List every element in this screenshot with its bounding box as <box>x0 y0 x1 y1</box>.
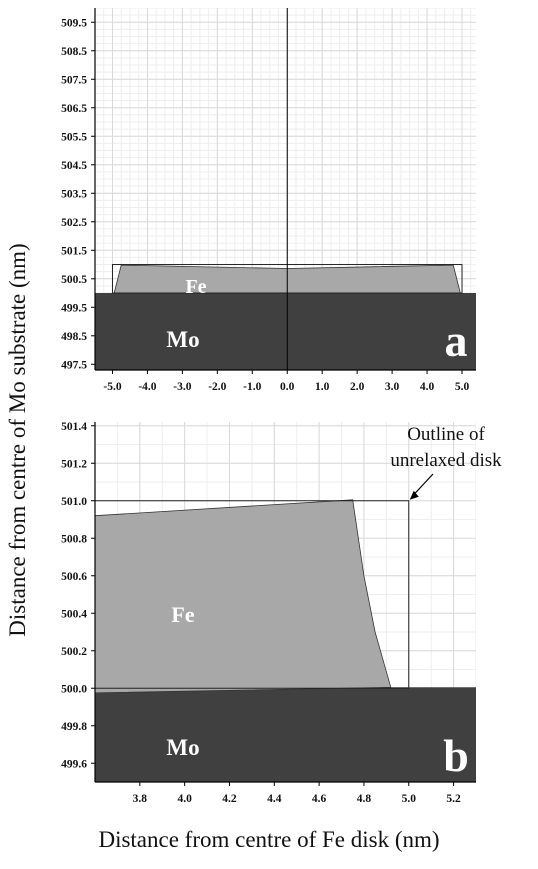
y-tick-label: 501.0 <box>61 496 87 508</box>
fe-region-label: Fe <box>171 602 194 627</box>
y-tick-label: 500.8 <box>61 533 87 545</box>
x-tick-label: 5.0 <box>402 793 417 805</box>
x-tick-label: -3.0 <box>173 381 191 393</box>
y-tick-label: 506.5 <box>61 103 87 115</box>
x-tick-label: -1.0 <box>243 381 261 393</box>
x-tick-label: 4.8 <box>357 793 372 805</box>
y-tick-label: 498.5 <box>61 331 87 343</box>
y-tick-label: 500.0 <box>61 683 87 695</box>
y-tick-label: 502.5 <box>61 217 87 229</box>
x-tick-label: 5.0 <box>455 381 470 393</box>
mo-region-label: Mo <box>166 327 199 352</box>
y-tick-label: 501.2 <box>61 458 87 470</box>
region-mo <box>95 687 476 782</box>
y-tick-label: 507.5 <box>61 74 87 86</box>
x-tick-label: 4.0 <box>177 793 192 805</box>
y-tick-label: 499.8 <box>61 721 87 733</box>
regions <box>95 499 476 782</box>
mo-region-label: Mo <box>166 735 199 760</box>
y-tick-label: 501.5 <box>61 245 87 257</box>
annotation-arrow-line <box>412 473 434 497</box>
x-tick-label: -2.0 <box>208 381 226 393</box>
annotation-arrow-head <box>409 490 419 500</box>
annotation-line-2: unrelaxed disk <box>390 450 502 471</box>
y-tick-label: 500.4 <box>61 608 87 620</box>
y-tick-label: 500.2 <box>61 646 87 658</box>
panel-b-chart: 3.8 4.0 4.2 4.4 4.6 4.8 5.0 5.2 499.6 499.8 500.0 5… <box>61 421 502 805</box>
region-mo <box>95 293 476 370</box>
annotation-line-1: Outline of <box>407 424 485 445</box>
y-tick-label: 497.5 <box>61 359 87 371</box>
y-tick-label: 499.5 <box>61 302 87 314</box>
x-tick-label: 4.2 <box>222 793 237 805</box>
x-tick-label: 4.4 <box>267 793 282 805</box>
y-tick-label: 500.5 <box>61 274 87 286</box>
x-axis-label: Distance from centre of Fe disk (nm) <box>98 827 439 852</box>
x-tick-label: -5.0 <box>103 381 121 393</box>
x-tick-label: 3.0 <box>385 381 400 393</box>
unrelaxed-disk-outline <box>95 500 410 689</box>
x-tick-label: 3.8 <box>133 793 148 805</box>
regions <box>95 8 476 370</box>
x-tick-label: 4.0 <box>420 381 435 393</box>
x-tick-label: 5.2 <box>446 793 461 805</box>
panel-letter: a <box>445 315 468 366</box>
x-tick-label: -4.0 <box>138 381 156 393</box>
y-axis-label: Distance from centre of Mo substrate (nm… <box>5 243 30 636</box>
y-tick-label: 505.5 <box>61 131 87 143</box>
x-tick-label: 1.0 <box>315 381 330 393</box>
y-tick-label: 500.6 <box>61 571 87 583</box>
y-tick-label: 504.5 <box>61 160 87 172</box>
y-tick-label: 508.5 <box>61 46 87 58</box>
fe-region-label: Fe <box>185 276 206 298</box>
y-tick-label: 509.5 <box>61 17 87 29</box>
region-fe <box>95 499 392 694</box>
x-tick-label: 0.0 <box>280 381 295 393</box>
panel-letter: b <box>443 730 469 781</box>
panel-a-chart: -5.0 -4.0 -3.0 -2.0 -1.0 0.0 1.0 2.0 3.0 4.0 5.0 49… <box>61 8 476 393</box>
x-tick-label: 4.6 <box>312 793 327 805</box>
y-tick-label: 503.5 <box>61 188 87 200</box>
y-tick-label: 501.4 <box>61 421 87 433</box>
y-tick-label: 499.6 <box>61 758 87 770</box>
x-tick-label: 2.0 <box>350 381 365 393</box>
